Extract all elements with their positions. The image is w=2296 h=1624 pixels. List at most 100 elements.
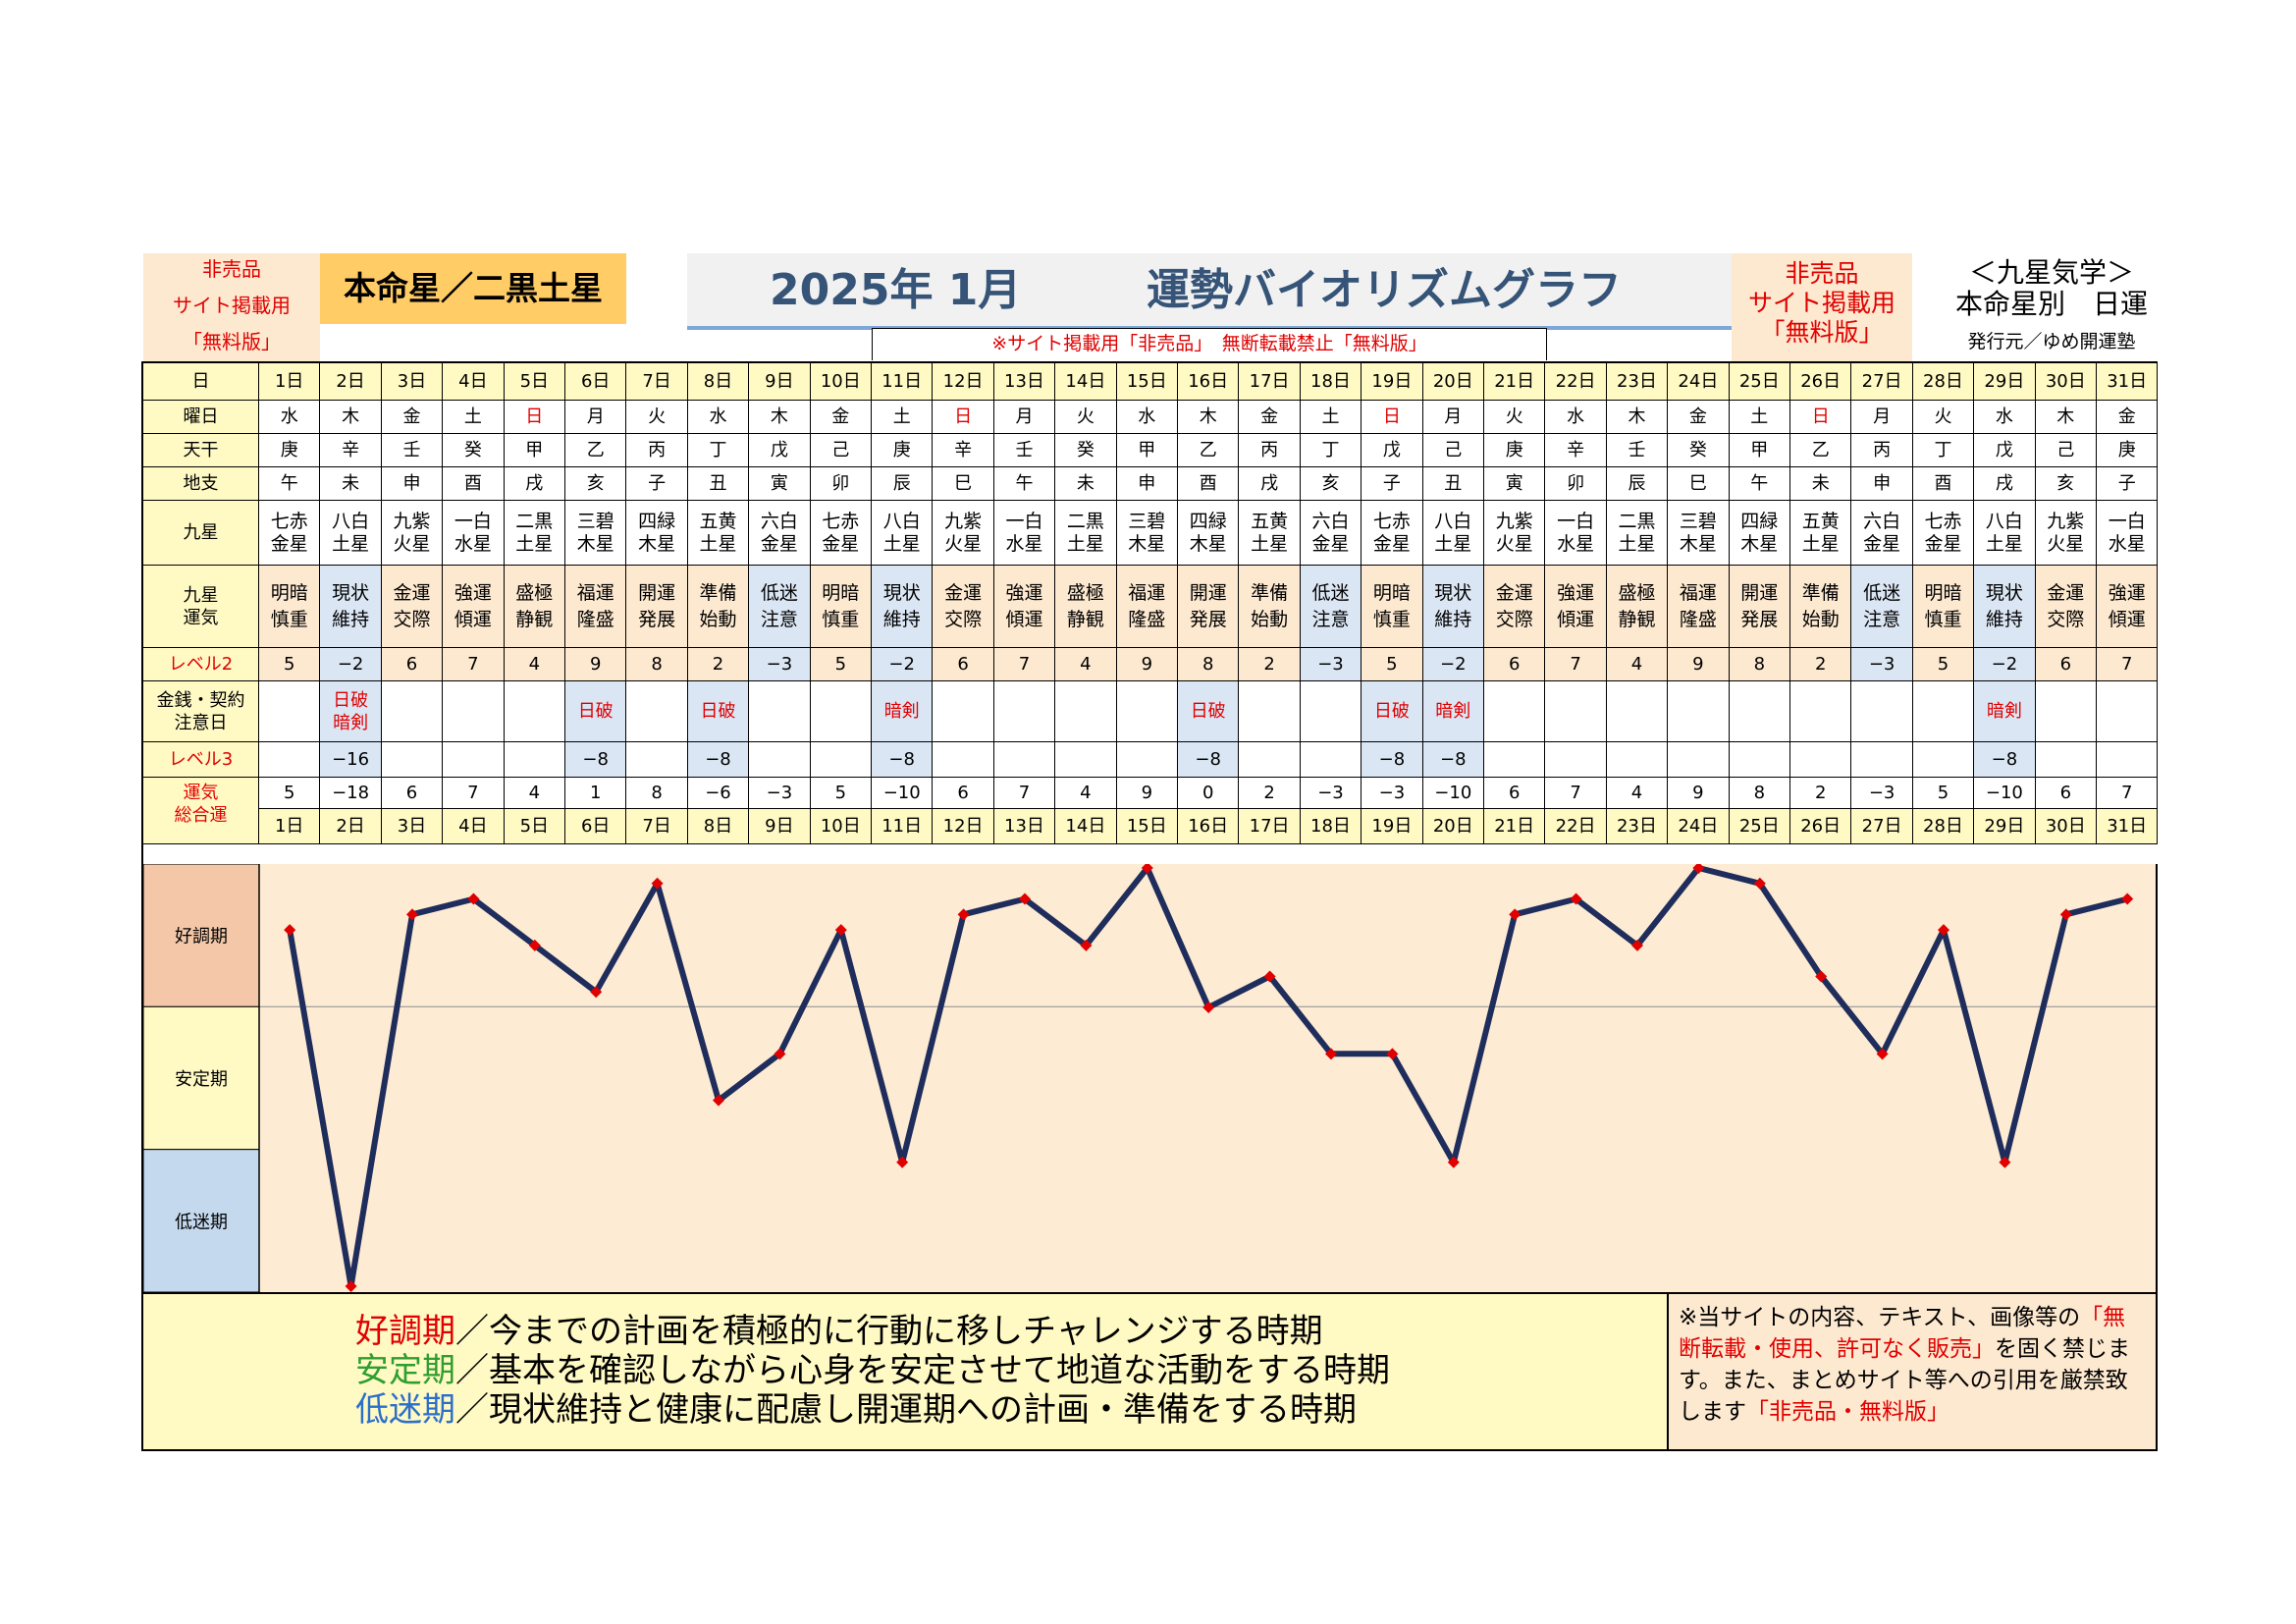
cell-cs-3: 申	[381, 467, 444, 501]
left-sale-badge: 非売品 サイト掲載用 「無料版」	[143, 253, 320, 361]
cell-l3-18	[1300, 742, 1362, 778]
cell-tot-20: −10	[1422, 778, 1484, 809]
point-day-31	[2121, 893, 2134, 905]
cell-l2-30: 6	[2035, 648, 2097, 681]
cell-wd-18: 土	[1300, 401, 1362, 434]
point-day-3	[406, 908, 418, 921]
cell-day2-23: 23日	[1606, 809, 1669, 844]
point-day-20	[1447, 1156, 1460, 1168]
cell-tk-16: 乙	[1178, 434, 1240, 467]
cell-cs-6: 亥	[565, 467, 627, 501]
point-day-30	[2059, 908, 2072, 921]
cell-wd-5: 日	[504, 401, 565, 434]
cell-day-11: 11日	[872, 363, 934, 401]
cell-tk-25: 甲	[1729, 434, 1790, 467]
cell-ks-14: 二黒 土星	[1055, 501, 1117, 566]
cell-cs-16: 酉	[1178, 467, 1240, 501]
cell-day-26: 26日	[1790, 363, 1852, 401]
cell-l3-24	[1668, 742, 1730, 778]
point-day-2	[345, 1280, 357, 1292]
cell-day-15: 15日	[1116, 363, 1178, 401]
cell-cs-24: 巳	[1668, 467, 1730, 501]
cell-kn-8: 日破	[687, 681, 750, 742]
cell-kn-12	[933, 681, 994, 742]
cell-l2-15: 9	[1116, 648, 1178, 681]
cell-kn-18	[1300, 681, 1362, 742]
cell-l2-26: 2	[1790, 648, 1852, 681]
cell-tot-8: −6	[687, 778, 750, 809]
cell-tot-18: −3	[1300, 778, 1362, 809]
cell-tk-20: 己	[1422, 434, 1484, 467]
cell-l3-5	[504, 742, 565, 778]
cell-l2-17: 2	[1239, 648, 1301, 681]
cell-uk-19: 明暗 慎重	[1362, 566, 1423, 648]
cell-tk-10: 己	[810, 434, 872, 467]
cell-l3-19: −8	[1362, 742, 1423, 778]
cell-cs-25: 午	[1729, 467, 1790, 501]
cell-tot-10: 5	[810, 778, 872, 809]
cell-l3-13	[993, 742, 1056, 778]
cell-kn-29: 暗剣	[1974, 681, 2036, 742]
cell-day-20: 20日	[1422, 363, 1484, 401]
cell-day-27: 27日	[1851, 363, 1913, 401]
cell-l2-19: 5	[1362, 648, 1423, 681]
cell-wd-30: 木	[2035, 401, 2097, 434]
cell-kn-3	[381, 681, 444, 742]
cell-uk-2: 現状 維持	[320, 566, 382, 648]
cell-l2-13: 7	[993, 648, 1056, 681]
cell-day-21: 21日	[1484, 363, 1546, 401]
row-label-wd: 曜日	[143, 401, 259, 434]
cell-tot-2: −18	[320, 778, 382, 809]
cell-tot-23: 4	[1606, 778, 1669, 809]
cell-uk-25: 開運 発展	[1729, 566, 1790, 648]
cell-l2-27: −3	[1851, 648, 1913, 681]
cell-day-29: 29日	[1974, 363, 2036, 401]
cell-uk-16: 開運 発展	[1178, 566, 1240, 648]
cell-kn-11: 暗剣	[872, 681, 934, 742]
cell-wd-22: 水	[1545, 401, 1607, 434]
cell-kn-1	[259, 681, 321, 742]
legend-stable-desc: ／基本を確認しながら心身を安定させて地道な活動をする時期	[455, 1351, 1390, 1390]
cell-day-23: 23日	[1606, 363, 1669, 401]
cell-tot-16: 0	[1178, 778, 1240, 809]
cell-tk-17: 丙	[1239, 434, 1301, 467]
cell-kn-27	[1851, 681, 1913, 742]
cell-tot-28: 5	[1912, 778, 1975, 809]
cell-l3-9	[749, 742, 811, 778]
cell-tot-14: 4	[1055, 778, 1117, 809]
cell-ks-7: 四緑 木星	[626, 501, 688, 566]
cell-wd-24: 金	[1668, 401, 1730, 434]
cell-kn-2: 日破 暗剣	[320, 681, 382, 742]
cell-kn-19: 日破	[1362, 681, 1423, 742]
cell-tot-1: 5	[259, 778, 321, 809]
cell-wd-8: 水	[687, 401, 750, 434]
cell-kn-24	[1668, 681, 1730, 742]
cell-tk-27: 丙	[1851, 434, 1913, 467]
point-day-24	[1692, 864, 1705, 874]
cell-uk-29: 現状 維持	[1974, 566, 2036, 648]
cell-ks-17: 五黄 土星	[1239, 501, 1301, 566]
cell-l3-10	[810, 742, 872, 778]
cell-kn-15	[1116, 681, 1178, 742]
cell-wd-20: 月	[1422, 401, 1484, 434]
point-day-19	[1386, 1048, 1399, 1060]
cell-l2-18: −3	[1300, 648, 1362, 681]
cell-tot-5: 4	[504, 778, 565, 809]
cell-kn-28	[1912, 681, 1975, 742]
band-2	[143, 1005, 260, 1151]
publisher: 発行元／ゆめ開運塾	[1967, 331, 2136, 352]
cell-l3-28	[1912, 742, 1975, 778]
point-day-18	[1325, 1048, 1337, 1060]
cell-tot-25: 8	[1729, 778, 1790, 809]
cell-l2-16: 8	[1178, 648, 1240, 681]
cell-uk-30: 金運 交際	[2035, 566, 2097, 648]
cell-tot-9: −3	[749, 778, 811, 809]
cell-wd-25: 土	[1729, 401, 1790, 434]
cell-l2-5: 4	[504, 648, 565, 681]
cell-l3-20: −8	[1422, 742, 1484, 778]
cell-tot-30: 6	[2035, 778, 2097, 809]
cell-day2-30: 30日	[2035, 809, 2097, 844]
cell-cs-23: 辰	[1606, 467, 1669, 501]
cell-ks-30: 九紫 火星	[2035, 501, 2097, 566]
cell-day-17: 17日	[1239, 363, 1301, 401]
